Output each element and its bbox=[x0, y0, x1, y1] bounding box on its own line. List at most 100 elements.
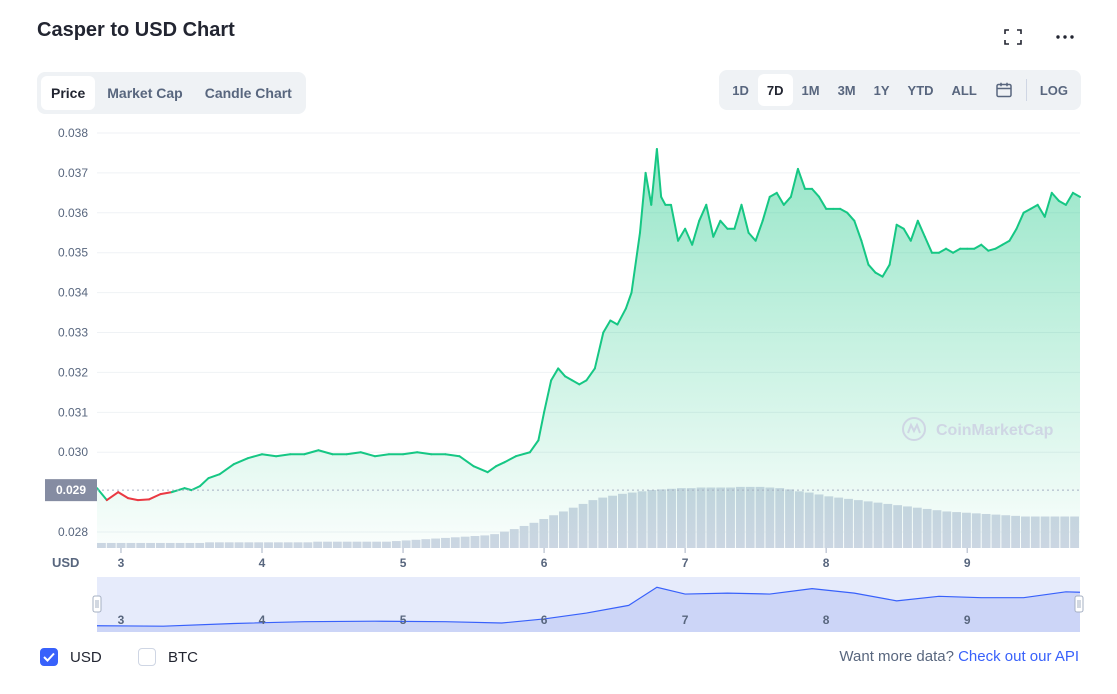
price-line-segment bbox=[616, 307, 627, 326]
navigator-tick-label: 5 bbox=[400, 613, 407, 627]
price-line-segment bbox=[1022, 207, 1032, 214]
range-ytd[interactable]: YTD bbox=[907, 82, 934, 98]
price-line-segment bbox=[557, 367, 567, 378]
y-tick-label: 0.034 bbox=[58, 286, 88, 300]
price-line-segment bbox=[846, 211, 856, 222]
fullscreen-icon[interactable] bbox=[1001, 26, 1025, 48]
price-line-segment bbox=[593, 331, 605, 370]
price-line-segment bbox=[261, 453, 278, 458]
price-line-segment bbox=[1064, 191, 1074, 206]
x-tick-label: 4 bbox=[259, 556, 266, 570]
price-line-segment bbox=[1001, 239, 1011, 246]
btc-check-box[interactable] bbox=[138, 648, 156, 666]
price-line-segment bbox=[775, 191, 785, 206]
navigator-handle[interactable] bbox=[1074, 595, 1084, 613]
price-line-segment bbox=[373, 453, 390, 458]
price-line-segment bbox=[677, 227, 687, 242]
price-line-segment bbox=[528, 439, 540, 454]
navigator-tick-label: 6 bbox=[541, 613, 548, 627]
price-line-segment bbox=[630, 231, 641, 294]
navigator: 3 4 5 6 7 8 9 bbox=[92, 577, 1084, 632]
price-line-segment bbox=[402, 451, 419, 456]
watermark: CoinMarketCap bbox=[902, 417, 1054, 441]
price-line-segment bbox=[952, 247, 962, 254]
price-line-segment bbox=[444, 453, 461, 458]
range-1d[interactable]: 1D bbox=[732, 82, 749, 98]
navigator-handle[interactable] bbox=[92, 595, 102, 613]
price-lines bbox=[96, 147, 1081, 502]
more-icon[interactable] bbox=[1053, 26, 1077, 48]
baseline-label: 0.029 bbox=[56, 483, 86, 497]
range-1m[interactable]: 1M bbox=[801, 82, 820, 98]
range-tabs: 1D 7D 1M 3M 1Y YTD ALL LOG bbox=[719, 70, 1081, 110]
price-line-segment bbox=[148, 493, 162, 501]
price-area-fill bbox=[97, 148, 1080, 548]
baseline-label-bg bbox=[45, 479, 97, 502]
tab-price[interactable]: Price bbox=[41, 76, 96, 110]
navigator-tick-label: 7 bbox=[682, 613, 689, 627]
price-line-segment bbox=[472, 465, 489, 474]
price-line-segment bbox=[945, 247, 955, 254]
api-cta: Want more data? Check out our API bbox=[839, 648, 1079, 665]
x-tick-label: 9 bbox=[964, 556, 971, 570]
price-line-segment bbox=[1050, 191, 1060, 202]
price-line-segment bbox=[789, 167, 799, 198]
calendar-icon[interactable] bbox=[986, 74, 1022, 106]
price-line-segment bbox=[853, 219, 863, 242]
btc-checkbox-label: BTC bbox=[168, 648, 198, 666]
price-line-segment bbox=[818, 195, 828, 210]
header-actions bbox=[1001, 26, 1077, 48]
price-line-segment bbox=[909, 219, 919, 242]
range-3m[interactable]: 3M bbox=[837, 82, 856, 98]
baseline: 0.029 bbox=[45, 479, 1080, 502]
y-tick-label: 0.038 bbox=[58, 126, 88, 140]
price-line-segment bbox=[698, 203, 708, 222]
navigator-area bbox=[97, 587, 1080, 632]
y-tick-label: 0.028 bbox=[58, 525, 88, 539]
y-tick-label: 0.030 bbox=[58, 445, 88, 459]
range-7d[interactable]: 7D bbox=[757, 74, 793, 106]
btc-checkbox[interactable]: BTC bbox=[138, 648, 198, 666]
price-line-segment bbox=[117, 491, 130, 500]
price-line-segment bbox=[768, 191, 778, 198]
price-line-segment bbox=[888, 223, 898, 266]
currency-label: USD bbox=[52, 555, 79, 570]
price-line-segment bbox=[183, 487, 193, 492]
usd-checkbox-label: USD bbox=[70, 648, 102, 666]
x-axis: USD 3 4 5 6 7 8 9 bbox=[52, 548, 971, 570]
price-line-segment bbox=[994, 243, 1004, 250]
price-line-segment bbox=[684, 227, 694, 246]
price-line-segment bbox=[198, 477, 210, 488]
price-line-segment bbox=[218, 463, 235, 476]
price-line-segment bbox=[747, 231, 757, 242]
range-all[interactable]: ALL bbox=[951, 82, 977, 98]
price-line-segment bbox=[190, 485, 201, 492]
y-tick-label: 0.037 bbox=[58, 166, 88, 180]
price-line-segment bbox=[486, 465, 498, 474]
price-line-segment bbox=[980, 243, 990, 252]
y-tick-label: 0.036 bbox=[58, 206, 88, 220]
price-line-segment bbox=[691, 219, 701, 246]
api-link[interactable]: Check out our API bbox=[958, 648, 1079, 665]
price-line-segment bbox=[1036, 203, 1046, 218]
price-line-segment bbox=[881, 263, 891, 278]
price-line-segment bbox=[359, 451, 376, 458]
price-line-segment bbox=[1008, 227, 1018, 242]
price-line-segment bbox=[839, 207, 849, 214]
price-line-segment bbox=[867, 263, 877, 274]
tab-market-cap[interactable]: Market Cap bbox=[107, 85, 183, 101]
price-line-segment bbox=[159, 491, 173, 496]
log-toggle[interactable]: LOG bbox=[1039, 82, 1068, 98]
usd-checkbox[interactable]: USD bbox=[40, 648, 102, 666]
range-divider bbox=[1025, 79, 1027, 101]
api-cta-text: Want more data? bbox=[839, 648, 954, 665]
usd-check-box[interactable] bbox=[40, 648, 58, 666]
tab-candle-chart[interactable]: Candle Chart bbox=[204, 85, 292, 101]
price-line-segment bbox=[923, 235, 933, 254]
price-line-segment bbox=[650, 147, 658, 206]
price-line-segment bbox=[860, 239, 870, 266]
range-1y[interactable]: 1Y bbox=[873, 82, 890, 98]
watermark-logo-mark bbox=[907, 422, 921, 434]
price-line-segment bbox=[973, 243, 983, 250]
